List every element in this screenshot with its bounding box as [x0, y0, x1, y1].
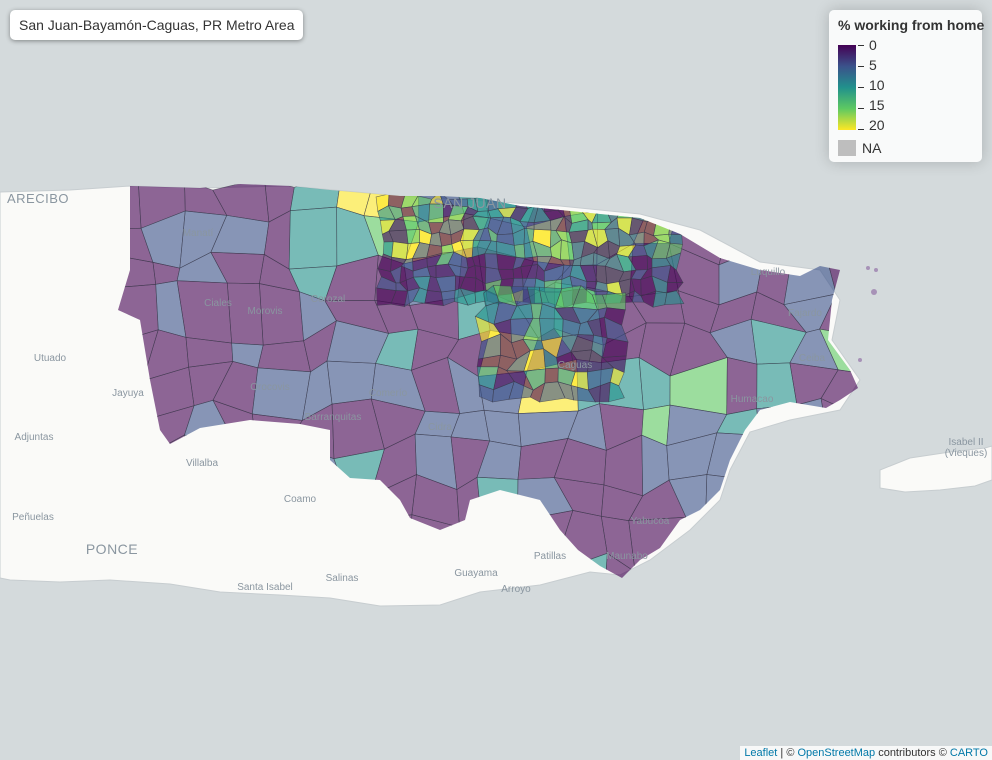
census-tract[interactable]	[176, 280, 232, 344]
legend-tick-label: 0	[869, 37, 877, 53]
place-label: Ceiba	[799, 353, 826, 364]
place-label: Fajardo	[788, 308, 822, 319]
census-tract[interactable]	[544, 367, 559, 384]
census-tract[interactable]	[533, 220, 552, 231]
place-label: Patillas	[534, 551, 566, 562]
legend-tick-label: 10	[869, 77, 885, 93]
census-tract[interactable]	[406, 229, 421, 245]
attribution-contributors: contributors ©	[875, 747, 950, 759]
place-label: Utuado	[34, 353, 67, 364]
place-label: Adjuntas	[15, 432, 54, 443]
census-tract[interactable]	[288, 206, 338, 270]
place-label: Luquillo	[751, 267, 786, 278]
place-label: Corozal	[311, 294, 345, 305]
legend-tick-mark	[858, 129, 864, 130]
census-tract[interactable]	[438, 231, 453, 247]
legend-title: % working from home	[838, 17, 985, 33]
place-label: Caguas	[558, 360, 592, 371]
place-label: Villalba	[186, 458, 218, 469]
place-label: Arroyo	[501, 584, 531, 595]
place-label: Morovis	[247, 306, 282, 317]
legend-tick-label: 20	[869, 117, 885, 133]
legend-na-label: NA	[862, 140, 882, 156]
census-tract[interactable]	[608, 381, 625, 403]
place-label: Barranquitas	[305, 412, 362, 423]
place-label: Guayama	[454, 568, 498, 579]
legend-color-bar	[838, 45, 856, 130]
place-label: SAN JUAN	[433, 195, 506, 211]
place-label: ARECIBO	[7, 191, 69, 206]
legend-na-swatch	[838, 140, 856, 156]
legend-tick-label: 15	[869, 97, 885, 113]
place-label: Ciales	[204, 298, 232, 309]
place-label: Peñuelas	[12, 512, 54, 523]
attribution: Leaflet | © OpenStreetMap contributors ©…	[740, 746, 992, 760]
place-label: Coamo	[284, 494, 317, 505]
place-label: Orocovis	[250, 382, 289, 393]
place-labels-layer: ARECIBO SAN JUAN Luquillo Manatí Ciales Morov…	[7, 191, 987, 595]
attribution-separator: | ©	[777, 747, 798, 759]
census-tract[interactable]	[726, 357, 758, 415]
leaflet-link[interactable]: Leaflet	[744, 747, 778, 759]
place-label: PONCE	[86, 541, 138, 557]
place-label: Isabel II (Vieques)	[945, 437, 988, 459]
legend-tick-mark	[858, 45, 864, 46]
place-label: Humacao	[731, 394, 774, 405]
osm-link[interactable]: OpenStreetMap	[797, 747, 876, 759]
place-label: Maunabo	[606, 551, 648, 562]
legend: % working from home 0 5 10 15 20 NA	[829, 10, 985, 162]
carto-link[interactable]: CARTO	[949, 747, 988, 759]
census-tract[interactable]	[251, 367, 311, 421]
legend-tick-mark	[858, 87, 864, 88]
census-tract[interactable]	[520, 264, 539, 279]
census-tract[interactable]	[391, 241, 409, 260]
legend-tick-mark	[858, 66, 864, 67]
land-vieques	[879, 445, 992, 493]
legend-tick-mark	[858, 108, 864, 109]
place-label: Comerío	[369, 388, 408, 399]
census-tract[interactable]	[513, 243, 526, 259]
place-label: Cidra	[428, 422, 452, 433]
place-label: Santa Isabel	[237, 582, 293, 593]
place-label: Salinas	[326, 573, 359, 584]
census-tract[interactable]	[603, 552, 645, 605]
legend-tick-label: 5	[869, 57, 877, 73]
place-label: Manatí	[183, 228, 214, 239]
census-tract[interactable]	[668, 233, 683, 245]
map-title: San Juan-Bayamón-Caguas, PR Metro Area	[10, 10, 304, 40]
census-tract[interactable]	[664, 290, 685, 306]
place-label: Jayuya	[112, 388, 144, 399]
census-tract[interactable]	[424, 290, 444, 307]
place-label: Yabucoa	[631, 516, 670, 527]
census-tract[interactable]	[257, 340, 311, 373]
census-tract[interactable]	[484, 253, 499, 270]
